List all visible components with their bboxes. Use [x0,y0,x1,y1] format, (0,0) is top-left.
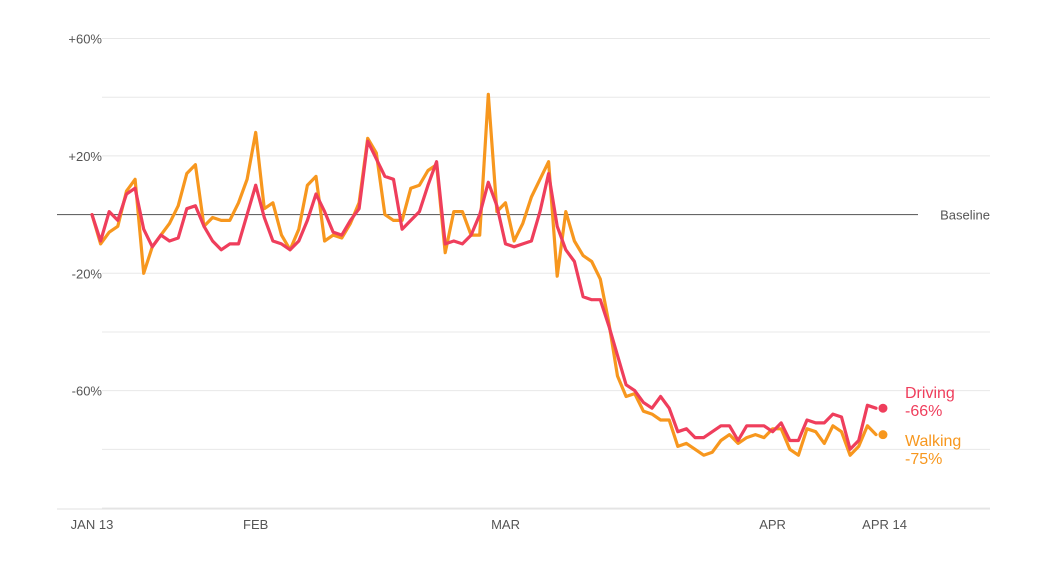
driving-series-label: Driving [905,385,955,402]
y-tick-label: -60% [72,384,103,399]
driving-end-marker [878,403,888,413]
walking-series-line [90,92,878,457]
walking-series-value: -75% [905,451,942,468]
x-tick-label: APR 14 [862,517,907,532]
baseline-label: Baseline [940,208,990,223]
driving-series-line [90,139,878,451]
driving-series-value: -66% [905,403,942,420]
y-tick-label: +60% [68,32,102,47]
x-tick-label: FEB [243,517,268,532]
walking-end-marker [878,430,888,440]
y-axis-tick-labels: +60% +20% -20% -60% [68,32,102,399]
y-tick-label: +20% [68,149,102,164]
x-axis-tick-labels: JAN 13 FEB MAR APR APR 14 [71,517,907,532]
y-tick-label: -20% [72,266,103,281]
gridlines [102,38,990,509]
x-tick-label: MAR [491,517,520,532]
x-tick-label: JAN 13 [71,517,114,532]
walking-series-label: Walking [905,433,961,450]
x-tick-label: APR [759,517,786,532]
